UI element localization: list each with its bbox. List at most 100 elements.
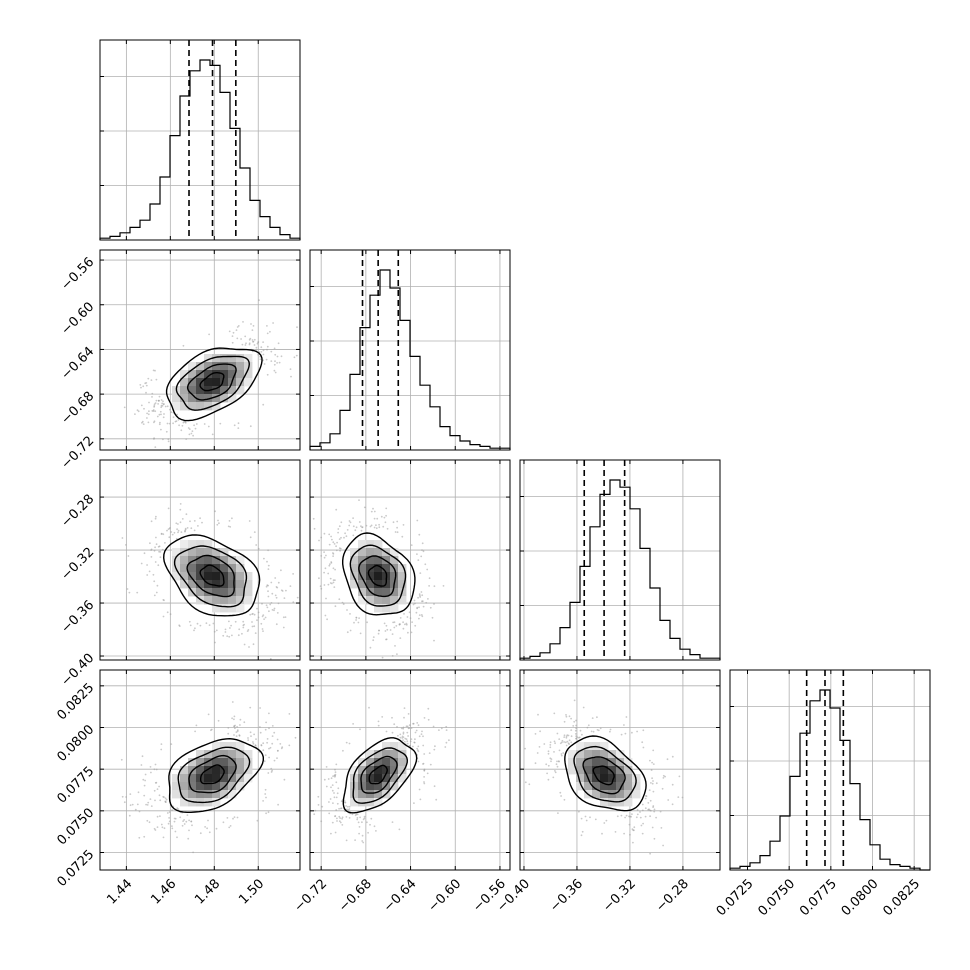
scatter-point [347, 805, 349, 808]
scatter-point [242, 626, 245, 629]
scatter-point [623, 832, 625, 835]
scatter-point [426, 568, 429, 571]
density-cells [172, 742, 253, 807]
scatter-point [413, 599, 416, 602]
scatter-point [219, 422, 222, 425]
scatter-point [644, 815, 647, 818]
density-cell [212, 758, 221, 767]
x-tick-label: −0.32 [600, 876, 639, 915]
scatter-point [149, 542, 151, 545]
density-cell [374, 540, 383, 549]
density-cell [244, 588, 253, 597]
scatter-point [373, 825, 376, 828]
scatter-point [330, 535, 332, 538]
scatter-point [253, 613, 256, 616]
scatter-point [289, 585, 292, 587]
scatter-point [420, 591, 423, 593]
scatter-point [631, 813, 633, 815]
density-cell [358, 596, 367, 605]
scatter-point [352, 517, 354, 519]
scatter-point [553, 751, 555, 753]
scatter-point [359, 816, 361, 819]
scatter-point [251, 625, 254, 628]
scatter-point [125, 544, 127, 546]
density-cell [576, 758, 585, 767]
scatter-point [327, 572, 330, 575]
scatter-point [313, 527, 316, 530]
scatter-point [422, 744, 425, 747]
density-cell [212, 402, 221, 411]
scatter-point [653, 837, 656, 840]
scatter-point [563, 741, 565, 743]
y-tick-label: −0.32 [59, 545, 98, 584]
scatter-point [282, 626, 285, 629]
scatter-point [328, 812, 331, 815]
density-cell [576, 742, 585, 751]
density-cell [236, 556, 245, 565]
density-cell [204, 758, 213, 767]
scatter-point [158, 794, 161, 797]
scatter-point [402, 726, 405, 729]
scatter-point [171, 809, 173, 811]
scatter-point [573, 699, 576, 702]
scatter-point [236, 730, 239, 733]
scatter-point [270, 581, 273, 584]
scatter-point [445, 741, 448, 744]
scatter-point [414, 602, 416, 605]
scatter-point [416, 553, 418, 555]
scatter-point [162, 836, 165, 839]
scatter-point [358, 826, 361, 828]
scatter-point [560, 754, 563, 757]
scatter-point [249, 706, 252, 709]
density-cell [374, 766, 383, 775]
scatter-point [276, 355, 279, 358]
scatter-point [545, 763, 548, 766]
density-cell [390, 774, 399, 783]
density-cell [204, 378, 213, 387]
scatter-point [317, 795, 320, 798]
scatter-point [384, 630, 387, 632]
scatter-point [391, 821, 394, 823]
scatter-point [179, 816, 182, 819]
scatter-point [368, 706, 370, 709]
scatter-point [237, 634, 240, 637]
scatter-point [563, 720, 566, 723]
scatter-point [166, 405, 169, 408]
density-cell [212, 798, 221, 807]
scatter-point [393, 723, 396, 726]
y-tick-label: −0.72 [59, 434, 98, 473]
scatter-point [444, 746, 447, 748]
scatter-point [265, 721, 267, 724]
scatter-point [252, 340, 255, 343]
scatter-point [259, 726, 261, 728]
scatter-point [236, 326, 239, 328]
scatter-point [349, 629, 352, 632]
x-tick-label: 1.46 [148, 876, 179, 907]
scatter-point [609, 730, 611, 733]
scatter-point [354, 529, 357, 532]
density-cell [172, 782, 181, 791]
scatter-point [645, 795, 647, 797]
scatter-point [434, 745, 436, 748]
scatter-point [352, 525, 355, 528]
density-cell [196, 572, 205, 581]
scatter-point [406, 731, 409, 734]
scatter-point [649, 759, 651, 762]
scatter-point [635, 816, 638, 819]
density-cell [358, 548, 367, 557]
scatter-point [226, 817, 229, 819]
scatter-point [375, 524, 377, 527]
scatter-point [290, 375, 292, 378]
scatter-point [550, 760, 552, 763]
scatter-point [328, 533, 331, 536]
scatter-point [257, 616, 260, 619]
scatter-point [667, 799, 670, 801]
scatter-point [356, 817, 359, 819]
scatter-point [328, 543, 331, 546]
panel-frame [99, 669, 301, 871]
scatter-point [159, 410, 162, 413]
scatter-point [423, 781, 425, 783]
scatter-point [644, 797, 647, 800]
scatter-point [407, 735, 409, 737]
scatter-point [292, 573, 294, 575]
